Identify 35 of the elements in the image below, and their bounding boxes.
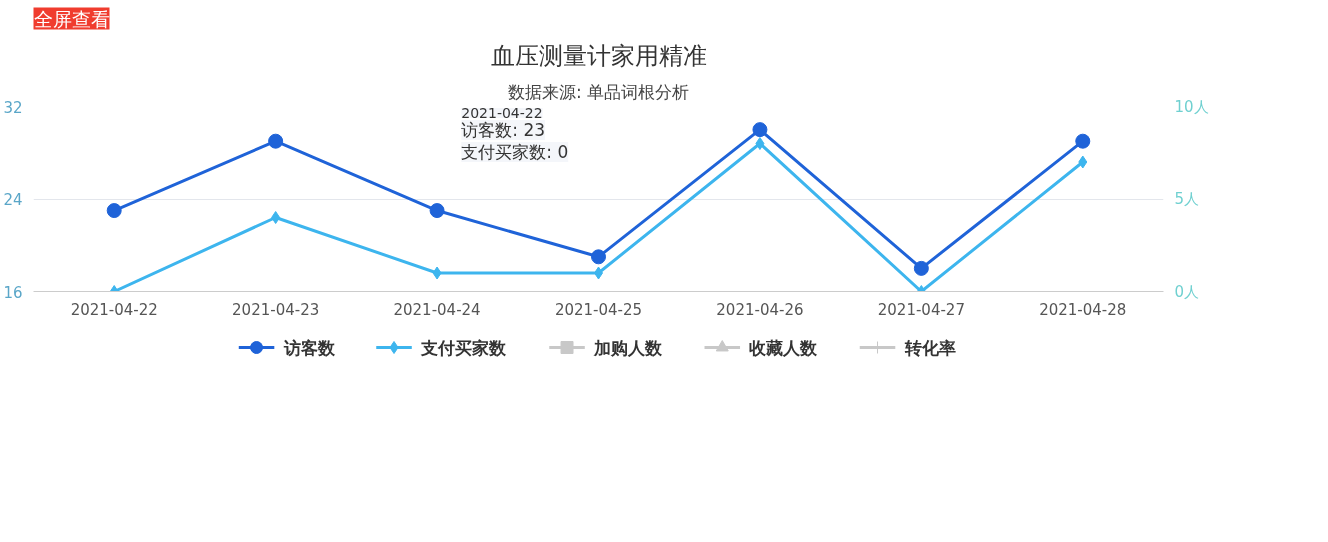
point (1078, 155, 1088, 169)
y2-tick-label: 5人 (1174, 190, 1200, 208)
x-tick-label: 2021-04-25 (554, 300, 643, 319)
legend-label: 访客数 (282, 337, 336, 358)
chart-subtitle: 数据来源: 单品词根分析 (507, 81, 690, 102)
point (1075, 133, 1091, 149)
y-tick-label: 32 (3, 98, 23, 117)
legend-label: 转化率 (903, 337, 956, 358)
x-tick-label: 2021-04-22 (70, 300, 158, 319)
x-tick-label: 2021-04-26 (716, 300, 804, 319)
point (591, 249, 606, 265)
point (432, 266, 442, 280)
annotation: 2021-04-22 (461, 105, 543, 122)
legend-label: 支付买家数 (420, 337, 508, 358)
x-tick-label: 2021-04-23 (232, 300, 320, 319)
x-tick-label: 2021-04-27 (877, 300, 965, 319)
point (913, 260, 929, 276)
y2-tick-label: 10人 (1174, 97, 1209, 116)
x-tick-label: 2021-04-28 (1039, 300, 1127, 319)
annotation: 支付买家数: 0 (461, 142, 569, 162)
y-tick-label: 24 (3, 191, 23, 209)
y-tick-label: 16 (3, 283, 23, 302)
point (271, 211, 281, 224)
point (429, 203, 445, 219)
point (268, 133, 284, 149)
point (755, 137, 765, 150)
text: 全屏查看 (33, 7, 110, 30)
annotation: 访客数: 23 (461, 120, 546, 141)
legend-label: 收藏人数 (749, 337, 819, 358)
chart-title: 血压测量计家用精准 (490, 41, 707, 70)
point (752, 122, 768, 138)
legend-label: 加购人数 (593, 337, 664, 358)
x-tick-label: 2021-04-24 (393, 300, 481, 319)
point (106, 203, 122, 219)
y2-tick-label: 0人 (1174, 282, 1200, 301)
